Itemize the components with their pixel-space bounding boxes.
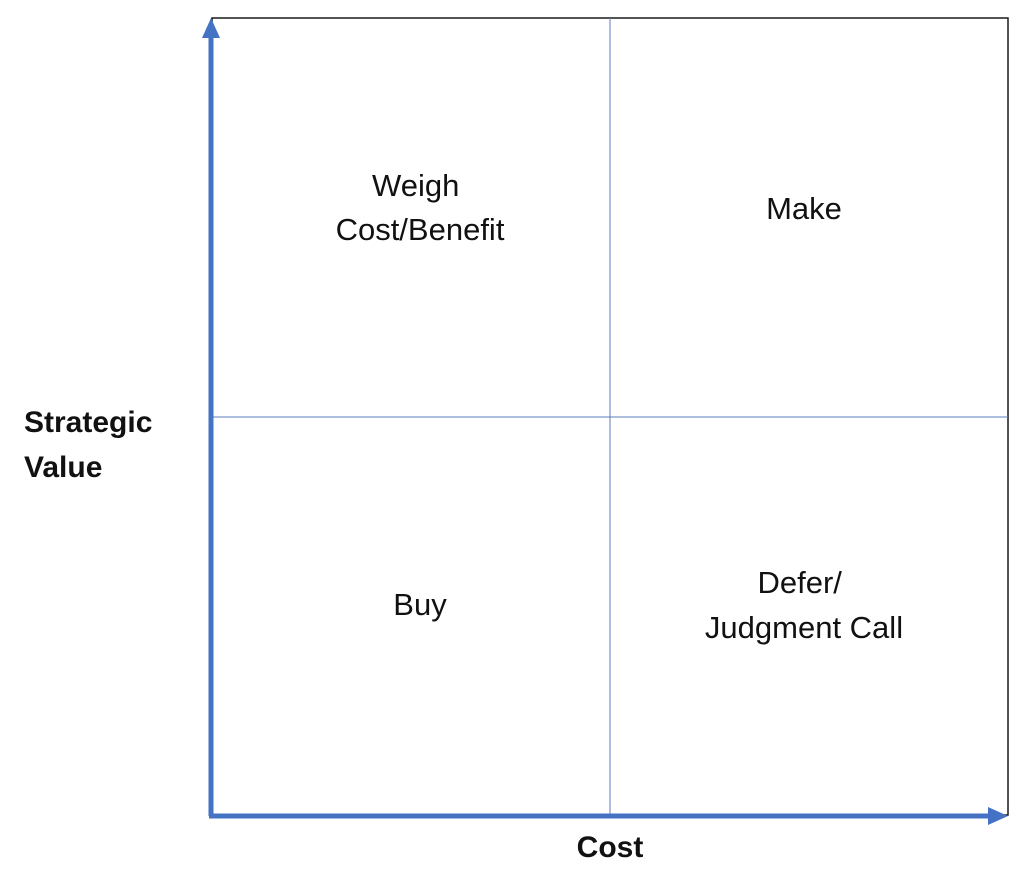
x-axis-arrow-icon (988, 807, 1008, 825)
quadrant-bottom-left-label: Buy (393, 587, 447, 622)
x-axis-title: Cost (577, 831, 644, 864)
quadrant-bottom-left-line-1: Buy (393, 587, 447, 622)
quadrant-top-left-label: Weigh Cost/Benefit (336, 168, 505, 247)
y-axis (202, 18, 220, 816)
quadrant-top-right-label: Make (766, 191, 842, 226)
quadrant-bottom-right-line-2: Judgment Call (705, 610, 903, 645)
y-axis-title-line-2: Value (24, 451, 102, 484)
quadrant-bottom-right-label: Defer/ Judgment Call (705, 565, 903, 645)
x-axis (209, 807, 1008, 825)
y-axis-arrow-icon (202, 18, 220, 38)
y-axis-title-line-1: Strategic (24, 406, 152, 439)
quadrant-top-right-line-1: Make (766, 191, 842, 226)
y-axis-title: Strategic Value (24, 406, 161, 484)
quadrant-top-left-line-1: Weigh (372, 168, 459, 203)
quadrant-top-left-line-2: Cost/Benefit (336, 212, 505, 247)
quadrant-bottom-right-line-1: Defer/ (757, 565, 842, 600)
